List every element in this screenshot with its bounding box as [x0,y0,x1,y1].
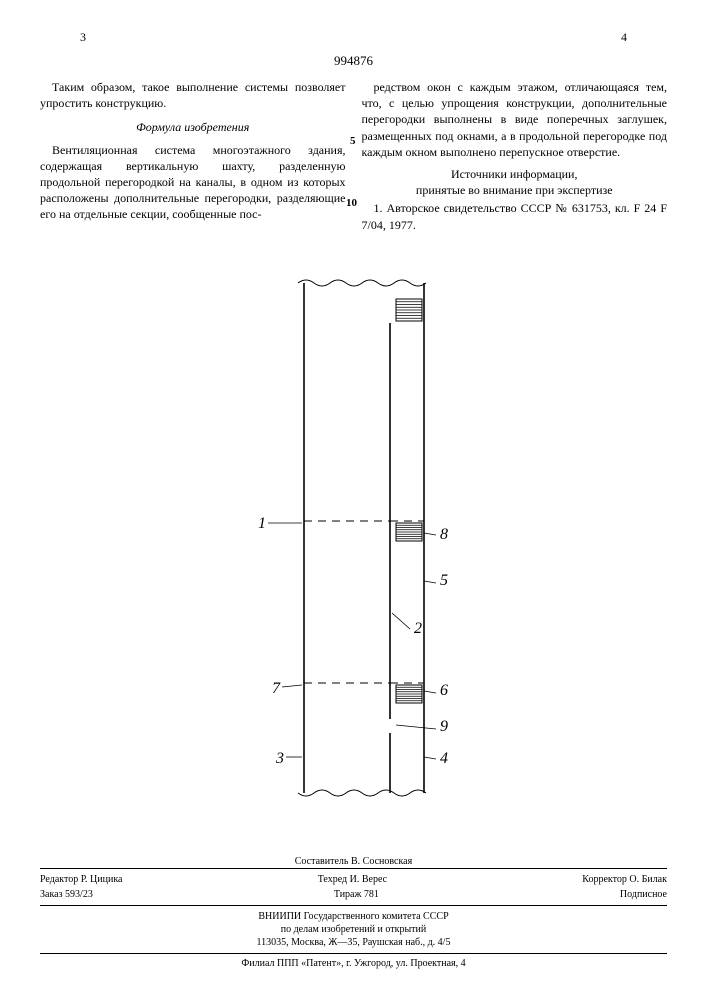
svg-text:7: 7 [272,680,281,697]
para-claim: Вентиляционная система многоэтажного зда… [40,142,346,223]
line-marker-5: 5 [350,135,356,147]
right-column: редством окон с каждым этажом, отличающа… [362,79,668,235]
credits-compiler: Составитель В. Сосновская [295,855,412,868]
svg-text:8: 8 [440,526,448,543]
text-columns: Таким образом, такое выполнение системы … [40,79,667,235]
credits-tehred: Техред И. Верес [318,873,387,886]
publisher-address: 113035, Москва, Ж—35, Раушская наб., д. … [40,936,667,949]
source-item: 1. Авторское свидетельство СССР № 631753… [362,200,668,232]
col-num-left: 3 [80,30,86,45]
column-header: 3 4 [40,30,667,45]
svg-text:2: 2 [414,620,422,637]
para-claim-cont: редством окон с каждым этажом, отличающа… [362,79,668,160]
patent-figure: 1 8 5 2 7 6 9 3 4 [234,253,474,813]
publisher-line1: ВНИИПИ Государственного комитета СССР [40,910,667,923]
para-intro: Таким образом, такое выполнение системы … [40,79,346,111]
svg-text:9: 9 [440,718,448,735]
left-column: Таким образом, такое выполнение системы … [40,79,346,235]
patent-number: 994876 [40,53,667,69]
svg-text:5: 5 [440,572,448,589]
formula-heading: Формула изобретения [40,119,346,135]
page: 3 4 994876 5 10 Таким образом, такое вып… [0,0,707,833]
credits-corrector: Корректор О. Билак [582,873,667,886]
imprint-footer: Составитель В. Сосновская Редактор Р. Ци… [40,855,667,970]
svg-text:6: 6 [440,682,448,699]
print-run: Тираж 781 [334,888,379,901]
svg-text:4: 4 [440,750,448,767]
order-number: Заказ 593/23 [40,888,93,901]
subscription-mark: Подписное [620,888,667,901]
credits-editor: Редактор Р. Цицика [40,873,122,886]
svg-text:1: 1 [258,515,266,532]
sources-heading: Источники информации, принятые во вниман… [362,166,668,198]
line-marker-10: 10 [346,197,357,209]
col-num-right: 4 [621,30,627,45]
publisher-line2: по делам изобретений и открытий [40,923,667,936]
branch-line: Филиал ППП «Патент», г. Ужгород, ул. Про… [40,953,667,970]
svg-text:3: 3 [275,750,284,767]
